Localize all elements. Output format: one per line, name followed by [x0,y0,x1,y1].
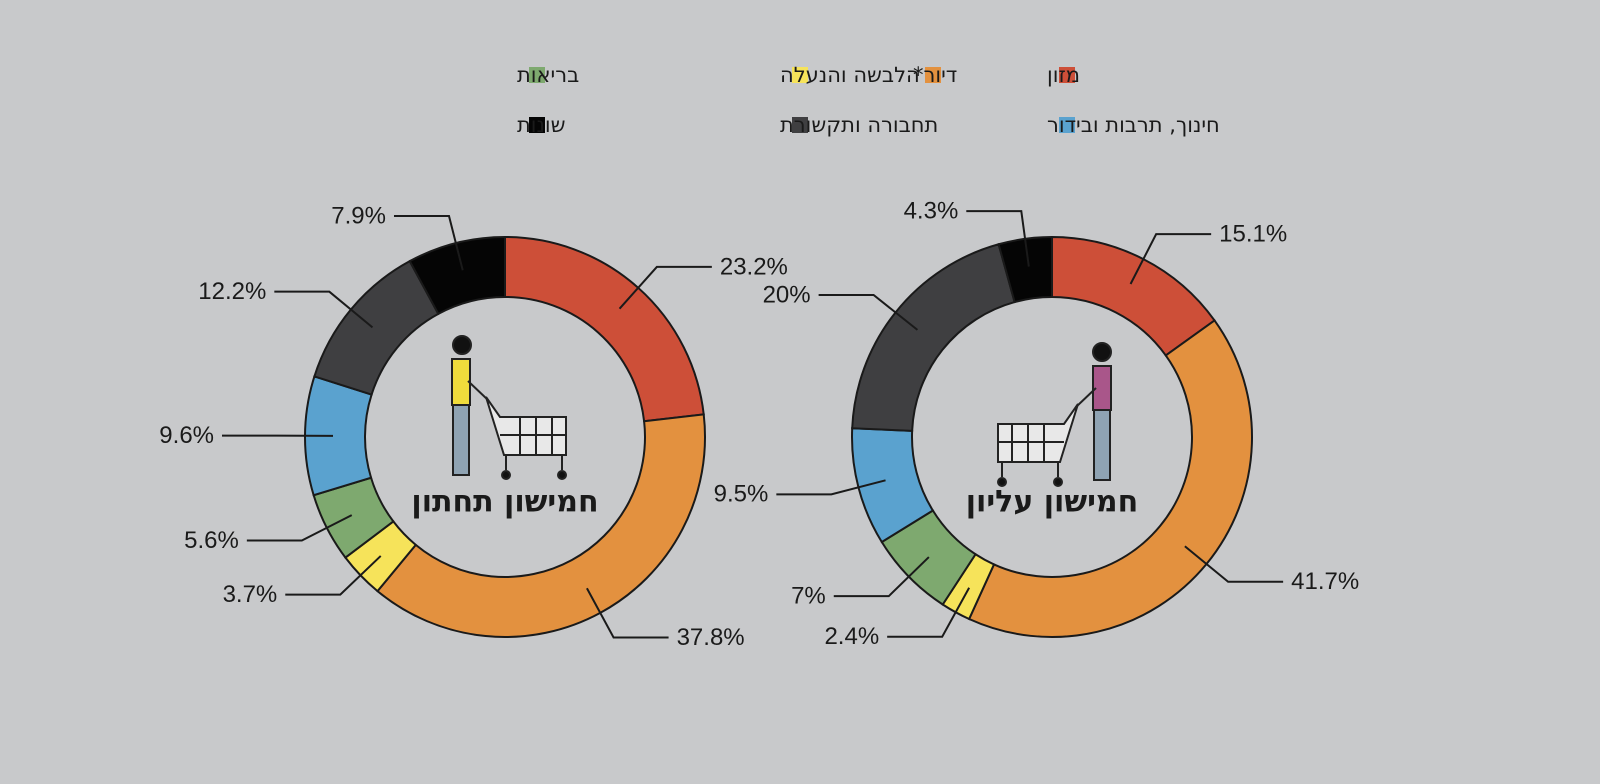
leader-line [393,214,464,271]
legend-swatch [1059,117,1075,133]
donut-slice [408,235,506,316]
center-title: חמישון עליון [966,485,1139,520]
leader-line [966,210,1030,267]
leader-line [285,555,382,596]
donut-slice [997,235,1053,304]
center-title: חמישון תחתון [411,485,598,520]
legend-label: בריאות [517,63,579,87]
leader-line [818,294,919,331]
value-label: 3.7% [223,581,278,608]
value-label: 2.4% [824,623,879,650]
value-label: 37.8% [677,624,745,651]
donut-slice [376,413,706,638]
legend-swatch [792,67,808,83]
leader-line [1184,545,1284,583]
legend-label: שונות [517,113,566,137]
value-label: 5.6% [184,527,239,554]
value-label: 23.2% [720,253,788,280]
donut-slice [967,319,1253,638]
legend-swatch [529,117,545,133]
value-label: 15.1% [1219,221,1287,248]
leader-line [274,290,374,329]
leader-line [776,479,886,496]
value-label: 9.6% [159,422,214,449]
legend-swatch [529,67,545,83]
value-label: 20% [763,281,811,308]
legend-label: חינוך, תרבות ובידור [1047,113,1220,137]
shopper-icon [451,335,567,480]
legend-swatch [925,67,941,83]
legend-label: מזון [1047,63,1080,87]
leader-line [887,587,971,638]
value-label: 9.5% [714,481,769,508]
value-label: 7.9% [331,202,386,229]
leader-line [833,556,930,598]
legend-swatch [792,117,808,133]
value-label: 12.2% [198,278,266,305]
leader-line [246,514,353,542]
leader-line [1129,233,1212,285]
legend-label: דיור* [913,63,957,87]
value-label: 41.7% [1291,568,1359,595]
leader-line [618,265,712,310]
legend-swatch [1059,67,1075,83]
shopper-icon [997,342,1112,487]
value-label: 7% [791,583,826,610]
icons [451,335,1112,487]
value-label: 4.3% [904,197,959,224]
leader-line [586,587,669,639]
legend-label: תחבורה ותקשורת [780,113,938,137]
legend-label: הלבשה והנעלה [780,63,920,87]
